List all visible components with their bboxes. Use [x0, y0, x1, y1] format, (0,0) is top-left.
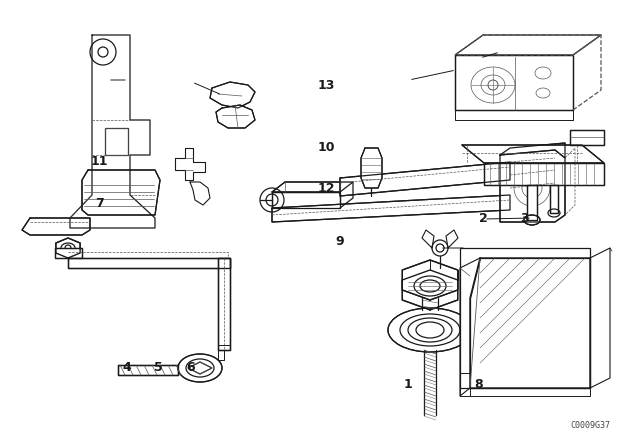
Text: 9: 9	[335, 234, 344, 248]
Polygon shape	[55, 248, 82, 258]
Polygon shape	[56, 238, 80, 258]
Text: 6: 6	[186, 361, 195, 374]
Text: 7: 7	[95, 197, 104, 211]
Text: 2: 2	[479, 212, 488, 225]
Polygon shape	[500, 150, 565, 222]
Text: 3: 3	[520, 212, 529, 225]
Text: 8: 8	[474, 378, 483, 391]
Polygon shape	[570, 130, 604, 145]
Polygon shape	[403, 260, 458, 300]
Ellipse shape	[388, 308, 472, 352]
Polygon shape	[455, 35, 601, 55]
Polygon shape	[188, 362, 212, 374]
Polygon shape	[460, 248, 590, 388]
Polygon shape	[216, 105, 255, 128]
Polygon shape	[82, 170, 160, 215]
Polygon shape	[500, 143, 565, 158]
Text: 10: 10	[317, 141, 335, 155]
Text: 4: 4	[122, 361, 131, 374]
Text: 1: 1	[404, 378, 413, 391]
Polygon shape	[210, 82, 255, 108]
Polygon shape	[22, 218, 90, 235]
Polygon shape	[403, 270, 458, 310]
Text: 5: 5	[154, 361, 163, 374]
Polygon shape	[272, 182, 353, 192]
Ellipse shape	[524, 215, 540, 225]
Polygon shape	[272, 192, 340, 208]
Polygon shape	[527, 185, 537, 220]
Polygon shape	[68, 258, 230, 268]
Polygon shape	[361, 148, 382, 188]
Text: C0009G37: C0009G37	[570, 421, 610, 430]
Polygon shape	[118, 365, 178, 375]
Polygon shape	[470, 258, 590, 388]
Polygon shape	[462, 145, 604, 163]
Polygon shape	[340, 162, 510, 196]
Polygon shape	[484, 163, 604, 185]
Ellipse shape	[178, 354, 222, 382]
Text: 12: 12	[317, 181, 335, 195]
Text: 13: 13	[317, 78, 335, 92]
Polygon shape	[105, 128, 128, 155]
Polygon shape	[455, 55, 573, 110]
Polygon shape	[272, 195, 510, 222]
Polygon shape	[218, 258, 230, 350]
Polygon shape	[550, 185, 558, 213]
Text: 11: 11	[90, 155, 108, 168]
